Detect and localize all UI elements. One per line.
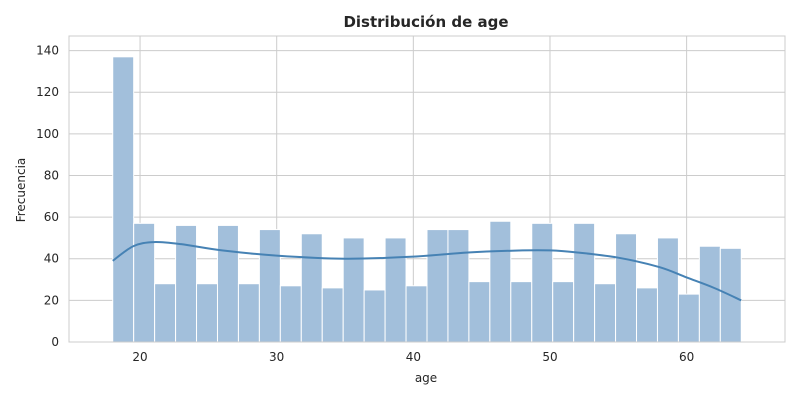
x-tick-label: 20: [132, 350, 147, 364]
y-tick-label: 80: [44, 168, 59, 182]
histogram-bar: [489, 220, 512, 343]
histogram-bar: [342, 237, 365, 343]
histogram-bar: [656, 237, 679, 343]
histogram-bar: [510, 281, 533, 343]
histogram-bar: [615, 233, 638, 343]
axes-frame: [68, 35, 786, 343]
y-tick-label: 0: [51, 335, 59, 349]
x-tick-label: 50: [542, 350, 557, 364]
histogram-bar: [216, 224, 239, 343]
y-tick-label: 60: [44, 210, 59, 224]
y-tick-label: 20: [44, 293, 59, 307]
y-axis-label: Frecuencia: [14, 158, 28, 223]
histogram-bar: [468, 281, 491, 343]
histogram-bar: [300, 233, 323, 343]
histogram-bar: [196, 283, 218, 343]
histogram-bar: [531, 222, 554, 343]
plot-frame: [68, 35, 786, 343]
histogram-bar: [154, 283, 177, 343]
histogram-bar: [133, 222, 156, 343]
histogram-bar: [573, 222, 596, 343]
x-axis-label: age: [415, 371, 437, 385]
histogram-bar: [279, 285, 302, 343]
y-tick-label: 100: [36, 127, 59, 141]
kde-curve: [112, 241, 742, 302]
histogram-bar: [677, 293, 700, 343]
histogram-bar: [321, 287, 344, 343]
histogram-bar: [698, 245, 721, 343]
x-tick-label: 60: [679, 350, 694, 364]
y-tick-label: 140: [36, 44, 59, 58]
y-tick-label: 120: [36, 85, 59, 99]
histogram-bar: [552, 281, 575, 343]
histogram-bar: [405, 285, 428, 343]
histogram-bar: [112, 56, 135, 343]
histogram-bar: [447, 229, 470, 343]
histogram-bar: [258, 229, 281, 343]
x-tick-label: 40: [406, 350, 421, 364]
histogram-bar: [363, 289, 386, 343]
kde-line: [112, 241, 742, 302]
tick-labels: 0 20 40 60 80 100 120 140 20 30 40 50 60: [36, 44, 694, 364]
histogram-bar: [237, 283, 260, 343]
histogram-bar: [594, 283, 617, 343]
y-tick-label: 40: [44, 252, 59, 266]
x-tick-label: 30: [269, 350, 284, 364]
histogram-bar: [384, 237, 407, 343]
histogram-bar: [426, 229, 449, 343]
chart-title: Distribución de age: [343, 13, 508, 31]
histogram-bar: [636, 287, 658, 343]
